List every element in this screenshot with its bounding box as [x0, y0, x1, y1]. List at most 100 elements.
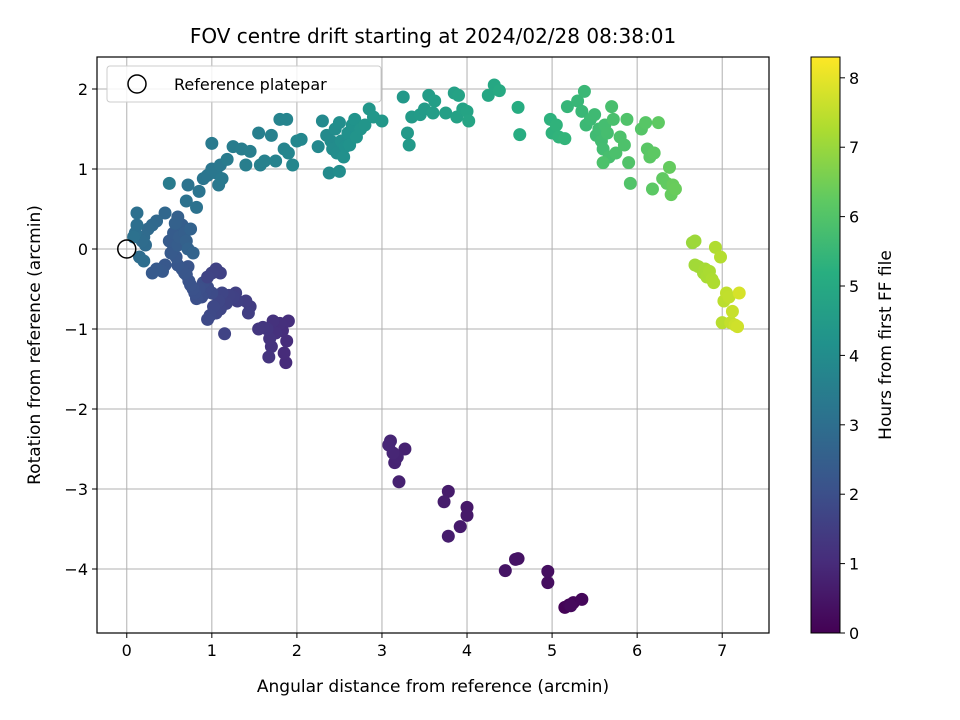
data-point: [181, 178, 195, 192]
data-point: [332, 116, 346, 130]
data-point: [437, 495, 451, 509]
data-point: [600, 126, 614, 140]
y-tick-label: 1: [78, 160, 88, 179]
data-point: [337, 150, 351, 164]
legend: Reference platepar: [106, 65, 382, 103]
data-point: [732, 286, 746, 300]
data-point: [622, 156, 636, 170]
data-point: [130, 218, 144, 232]
x-tick-label: 0: [122, 641, 132, 660]
y-tick-label: −3: [64, 480, 88, 499]
y-tick-label: −2: [64, 400, 88, 419]
data-point: [639, 116, 653, 130]
data-point: [179, 194, 193, 208]
y-axis-ticks: −4 −3 −2 −1 0 1 2: [64, 80, 97, 579]
data-point: [137, 254, 151, 268]
data-point: [264, 128, 278, 142]
data-point: [322, 166, 336, 180]
y-tick-label: −4: [64, 560, 88, 579]
colorbar-label: Hours from first FF file: [876, 250, 896, 440]
data-point: [609, 146, 623, 160]
data-point: [722, 290, 736, 304]
legend-box: [106, 65, 382, 103]
data-point: [280, 112, 294, 126]
data-point: [392, 475, 406, 489]
data-point: [243, 144, 257, 158]
data-point: [651, 116, 665, 130]
data-point: [186, 246, 200, 260]
data-point: [252, 126, 266, 140]
data-point: [605, 100, 619, 114]
chart-title: FOV centre drift starting at 2024/02/28 …: [190, 24, 676, 48]
data-point: [492, 84, 506, 98]
data-point: [647, 146, 661, 160]
data-point: [617, 138, 631, 152]
data-point: [541, 576, 555, 590]
plot-frame: [96, 56, 770, 634]
data-point: [623, 176, 637, 190]
colorbar-tick-label: 5: [849, 277, 859, 296]
data-point: [707, 276, 721, 290]
colorbar-tick-label: 8: [849, 69, 859, 88]
data-point: [577, 84, 591, 98]
x-tick-label: 7: [717, 641, 727, 660]
data-point: [358, 118, 372, 132]
data-point: [162, 176, 176, 190]
colorbar-ticks: 0 1 2 3 4 5 6 7 8: [840, 69, 859, 643]
colorbar-tick-label: 7: [849, 138, 859, 157]
data-point: [375, 114, 389, 128]
legend-marker: [127, 74, 147, 94]
data-point: [258, 154, 272, 168]
data-point: [662, 160, 676, 174]
data-point: [127, 230, 141, 244]
x-axis-label: Angular distance from reference (arcmin): [257, 677, 609, 697]
data-point: [441, 484, 455, 498]
data-point: [462, 114, 476, 128]
data-point: [348, 112, 362, 126]
data-point: [645, 182, 659, 196]
x-tick-label: 5: [547, 641, 557, 660]
data-point: [277, 346, 291, 360]
colorbar-tick-label: 3: [849, 416, 859, 435]
data-point: [606, 112, 620, 126]
data-point: [731, 320, 745, 334]
y-axis-label: Rotation from reference (arcmin): [25, 205, 45, 485]
data-point: [215, 172, 229, 186]
data-point: [201, 270, 215, 284]
data-point: [279, 356, 293, 370]
data-point: [315, 114, 329, 128]
data-point: [558, 132, 572, 146]
data-point: [560, 100, 574, 114]
data-point: [453, 520, 467, 534]
data-point: [511, 100, 525, 114]
data-point: [620, 112, 634, 126]
data-point: [145, 266, 159, 280]
data-point: [688, 234, 702, 248]
data-point: [168, 216, 182, 230]
data-point: [575, 104, 589, 118]
data-point: [396, 90, 410, 104]
data-point: [252, 322, 266, 336]
data-point: [571, 94, 585, 108]
data-point: [668, 182, 682, 196]
data-point: [725, 304, 739, 318]
data-point: [192, 184, 206, 198]
x-axis-ticks: 0 1 2 3 4 5 6 7: [122, 633, 727, 660]
data-point: [509, 552, 523, 566]
data-point: [280, 334, 294, 348]
data-point: [241, 306, 255, 320]
colorbar-tick-label: 2: [849, 485, 859, 504]
data-point: [332, 164, 346, 178]
x-tick-label: 2: [292, 641, 302, 660]
colorbar-tick-label: 4: [849, 346, 859, 365]
data-point: [269, 154, 283, 168]
data-point: [294, 132, 308, 146]
reference-marker: [117, 239, 137, 259]
data-point: [596, 156, 610, 170]
data-point: [498, 564, 512, 578]
data-point: [218, 327, 232, 341]
data-point: [588, 108, 602, 122]
data-point: [426, 106, 440, 120]
